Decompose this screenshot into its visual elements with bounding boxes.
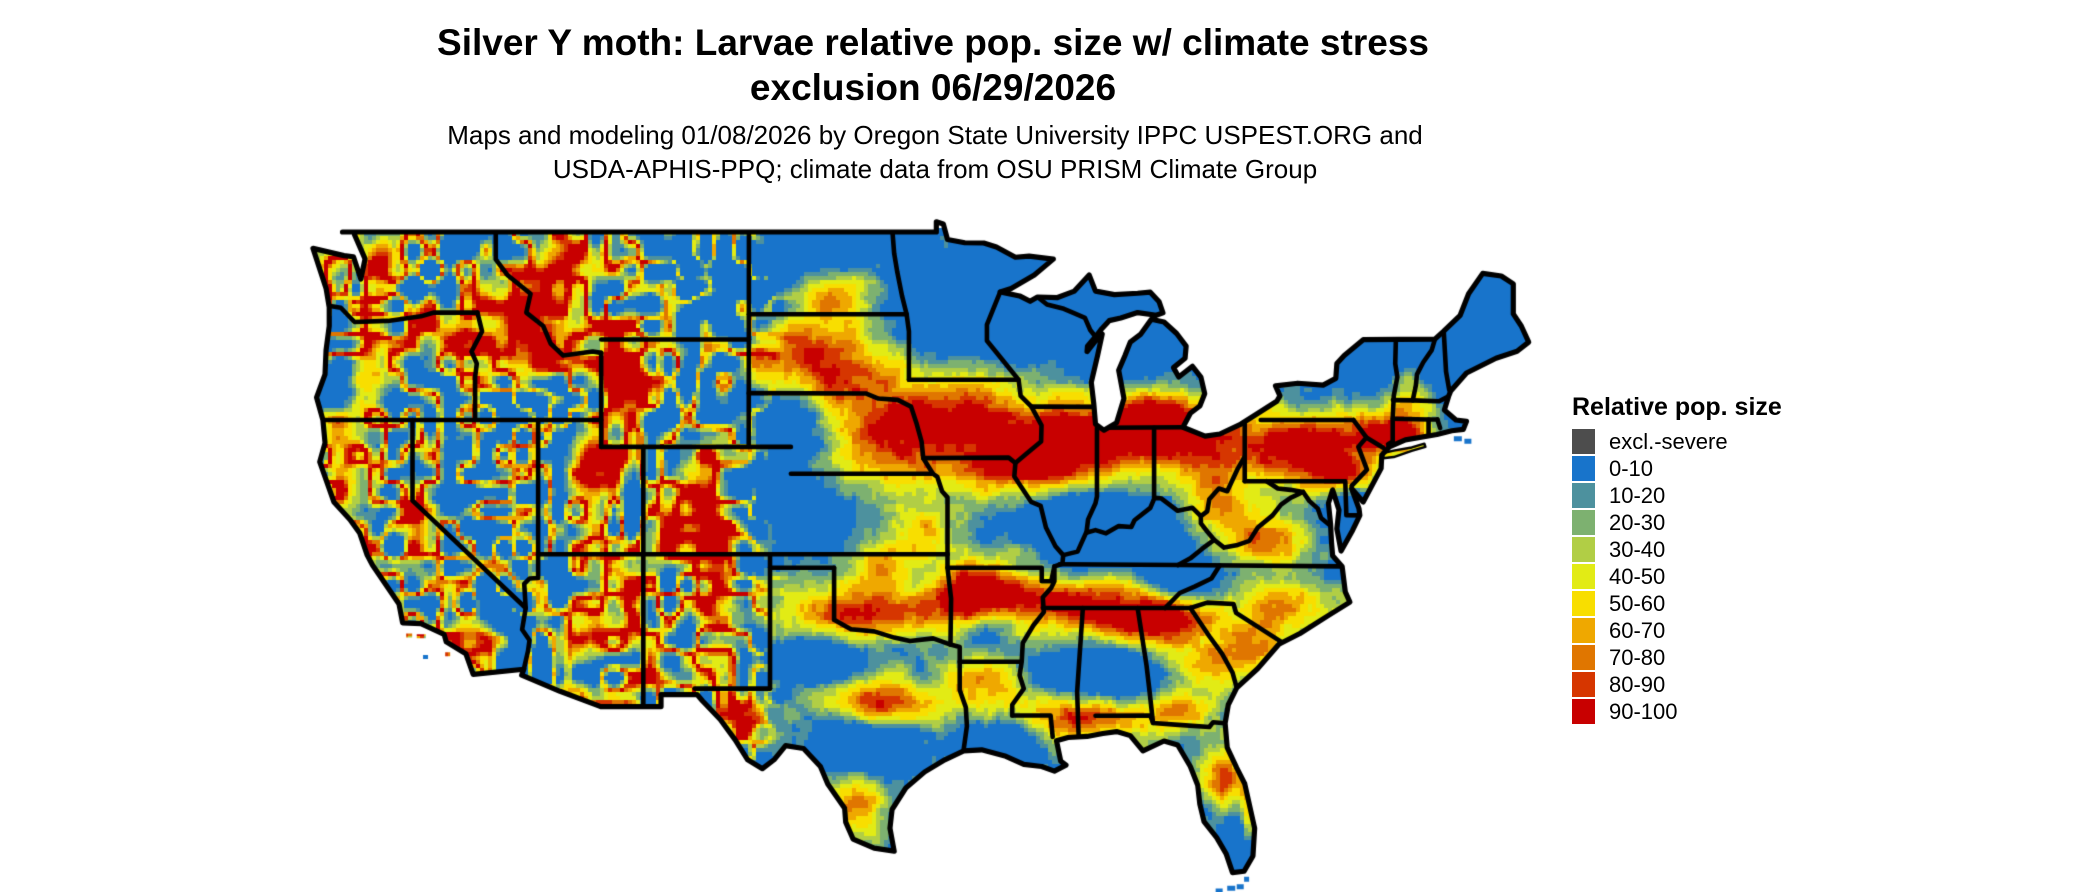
legend-label: 10-20 — [1609, 483, 1666, 508]
legend-row: 10-20 — [1572, 483, 1782, 508]
legend-swatch-40-50 — [1572, 564, 1595, 589]
page-subtitle-line1: Maps and modeling 01/08/2026 by Oregon S… — [447, 120, 1423, 150]
legend-label: 80-90 — [1609, 672, 1666, 697]
map-legend: Relative pop. size excl.-severe 0-10 10-… — [1572, 394, 1782, 726]
legend-label: 20-30 — [1609, 510, 1666, 535]
legend-row: 50-60 — [1572, 591, 1782, 616]
legend-label: 40-50 — [1609, 564, 1666, 589]
legend-row: 70-80 — [1572, 645, 1782, 670]
legend-swatch-50-60 — [1572, 591, 1595, 616]
page-title-line2: exclusion 06/29/2026 — [749, 67, 1117, 108]
legend-row: 80-90 — [1572, 672, 1782, 697]
legend-swatch-0-10 — [1572, 456, 1595, 481]
legend-label: 50-60 — [1609, 591, 1666, 616]
legend-label: 30-40 — [1609, 537, 1666, 562]
legend-row: excl.-severe — [1572, 429, 1782, 454]
legend-swatch-10-20 — [1572, 483, 1595, 508]
legend-row: 60-70 — [1572, 618, 1782, 643]
legend-row: 20-30 — [1572, 510, 1782, 535]
legend-row: 40-50 — [1572, 564, 1782, 589]
page-title-line1: Silver Y moth: Larvae relative pop. size… — [437, 22, 1429, 63]
legend-label: 90-100 — [1609, 699, 1678, 724]
legend-swatch-20-30 — [1572, 510, 1595, 535]
legend-rows: excl.-severe 0-10 10-20 20-30 30-40 40-5… — [1572, 429, 1782, 724]
legend-label: excl.-severe — [1609, 429, 1728, 454]
page-title: Silver Y moth: Larvae relative pop. size… — [0, 20, 1866, 110]
legend-title: Relative pop. size — [1572, 393, 1782, 421]
page-subtitle-line2: USDA-APHIS-PPQ; climate data from OSU PR… — [552, 154, 1318, 184]
legend-row: 90-100 — [1572, 699, 1782, 724]
page-subtitle: Maps and modeling 01/08/2026 by Oregon S… — [0, 118, 1870, 186]
legend-swatch-80-90 — [1572, 672, 1595, 697]
legend-row: 30-40 — [1572, 537, 1782, 562]
legend-swatch-60-70 — [1572, 618, 1595, 643]
legend-swatch-30-40 — [1572, 537, 1595, 562]
legend-label: 70-80 — [1609, 645, 1666, 670]
legend-swatch-70-80 — [1572, 645, 1595, 670]
legend-label: 0-10 — [1609, 456, 1654, 481]
legend-row: 0-10 — [1572, 456, 1782, 481]
legend-swatch-90-100 — [1572, 699, 1595, 724]
legend-swatch-excl-severe — [1572, 429, 1595, 454]
legend-label: 60-70 — [1609, 618, 1666, 643]
